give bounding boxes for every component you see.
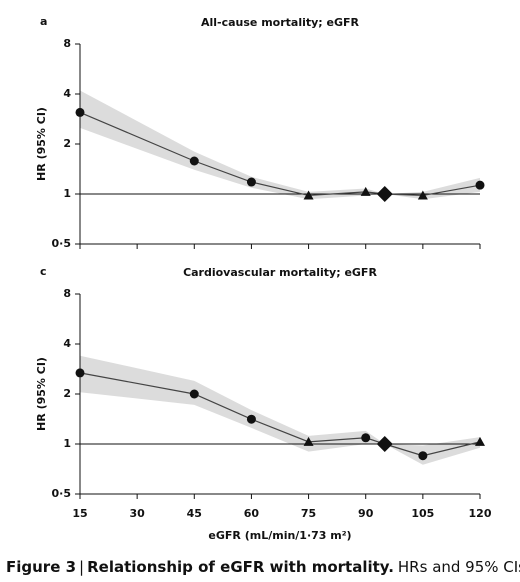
x-tick-label: 30 <box>129 507 145 520</box>
y-tick-label: 0·5 <box>52 237 72 250</box>
caption: Figure 3 | Relationship of eGFR with morta… <box>6 558 520 576</box>
point-circle <box>75 107 85 117</box>
chart-title: Cardiovascular mortality; eGFR <box>183 266 377 279</box>
x-tick-label: 45 <box>187 507 202 520</box>
y-tick-label: 4 <box>63 337 71 350</box>
caption-figure: Figure 3 <box>6 558 76 576</box>
y-tick-label: 0·5 <box>52 487 72 500</box>
caption-text: HRs and 95% CIs <box>398 558 520 576</box>
y-tick-label: 8 <box>63 287 71 300</box>
data-line <box>79 111 481 197</box>
panel-label: c <box>40 265 47 278</box>
point-circle <box>475 180 485 190</box>
y-tick-label: 2 <box>63 137 71 150</box>
y-axis-label: HR (95% CI) <box>35 107 48 181</box>
point-circle <box>75 368 85 378</box>
point-triangle <box>417 190 428 200</box>
x-axis-label: eGFR (mL/min/1·73 m²) <box>208 529 351 542</box>
x-tick-label: 105 <box>411 507 434 520</box>
point-circle <box>189 156 199 166</box>
caption-heading: Relationship of eGFR with mortality. <box>87 558 394 576</box>
panel-label: a <box>40 15 47 28</box>
x-tick-label: 90 <box>358 507 374 520</box>
ci-band <box>80 90 480 200</box>
point-circle <box>246 414 256 424</box>
y-tick-label: 4 <box>63 87 71 100</box>
point-circle <box>246 177 256 187</box>
point-triangle <box>303 436 314 446</box>
point-triangle <box>303 190 314 200</box>
x-tick-label: 15 <box>72 507 87 520</box>
y-tick-label: 1 <box>63 187 71 200</box>
point-diamond <box>376 436 393 452</box>
y-axis-label: HR (95% CI) <box>35 357 48 431</box>
point-circle <box>361 433 371 443</box>
x-tick-label: 120 <box>469 507 492 520</box>
caption-separator: | <box>79 558 84 576</box>
data-line <box>79 372 481 457</box>
point-diamond <box>376 186 393 202</box>
y-tick-label: 2 <box>63 387 71 400</box>
x-tick-label: 60 <box>244 507 260 520</box>
x-tick-label: 75 <box>301 507 316 520</box>
ci-band <box>80 355 480 465</box>
chart-title: All-cause mortality; eGFR <box>201 16 360 29</box>
y-tick-label: 1 <box>63 437 71 450</box>
point-circle <box>418 451 428 461</box>
point-circle <box>189 389 199 399</box>
point-triangle <box>475 436 485 446</box>
point-triangle <box>360 186 371 196</box>
y-tick-label: 8 <box>63 37 71 50</box>
